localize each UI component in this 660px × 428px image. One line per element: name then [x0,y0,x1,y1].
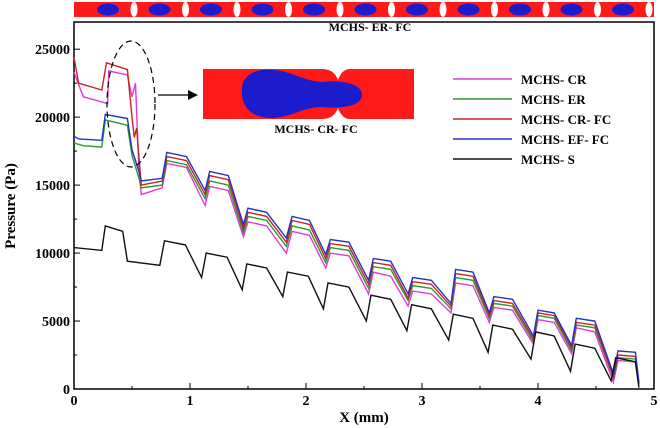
y-tick-label: 25000 [35,43,70,58]
series-line-mchs-s [73,224,640,388]
top-geometry-diagram [74,2,654,17]
top-blob [251,3,274,16]
top-constriction [233,2,241,17]
inset-geometry-label: MCHS- CR- FC [274,122,357,136]
top-blob [612,3,634,16]
legend-label: MCHS- S [521,152,575,167]
y-axis-ticks: 0 5000 10000 15000 20000 25000 [35,43,80,398]
top-blob [200,3,222,16]
top-blob [148,3,171,16]
y-tick-label: 0 [63,383,70,398]
top-constriction [388,2,395,17]
y-tick-label: 20000 [35,111,70,126]
series-line-mchs-er [73,119,640,384]
x-tick-label: 4 [535,394,542,409]
inset-geometry-diagram [203,69,414,119]
x-tick-label: 3 [419,394,426,409]
inset-fluid-blob [241,69,362,119]
top-channel-blobs [97,2,653,17]
x-tick-label: 1 [187,394,194,409]
top-blob [457,3,480,16]
top-constriction [336,2,344,17]
top-constriction [542,2,550,17]
top-blob [303,3,325,16]
top-constriction [645,2,653,17]
legend: MCHS- CR MCHS- ER MCHS- CR- FC MCHS- EF- FC… [453,72,611,167]
series-layer [73,57,640,388]
top-blob [354,3,377,16]
top-constriction [285,2,292,17]
top-blob [97,3,119,16]
top-blob [509,3,531,16]
legend-label: MCHS- CR [521,72,587,87]
y-tick-label: 10000 [35,247,70,262]
x-tick-label: 0 [71,394,78,409]
highlight-ellipse [106,40,156,168]
x-tick-label: 5 [651,394,658,409]
y-axis-label: Pressure (Pa) [3,163,19,249]
legend-label: MCHS- EF- FC [521,132,609,147]
top-geometry-label: MCHS- ER- FC [329,20,412,34]
top-constriction [182,2,189,17]
top-constriction [594,2,601,17]
top-blob [406,3,428,16]
top-constriction [491,2,498,17]
y-tick-label: 5000 [42,315,70,330]
x-tick-label: 2 [303,394,310,409]
top-constriction [439,2,447,17]
x-axis-ticks: 0 1 2 3 4 5 [71,383,658,409]
top-constriction [130,2,138,17]
series-line-mchs-ef-fc [73,113,640,383]
legend-label: MCHS- CR- FC [521,112,611,127]
top-blob [560,3,583,16]
inset-arrow-head [188,90,198,100]
x-axis-label: X (mm) [339,410,389,426]
y-tick-label: 15000 [35,179,70,194]
series-line-mchs-cr-fc [73,57,640,384]
legend-label: MCHS- ER [521,92,586,107]
